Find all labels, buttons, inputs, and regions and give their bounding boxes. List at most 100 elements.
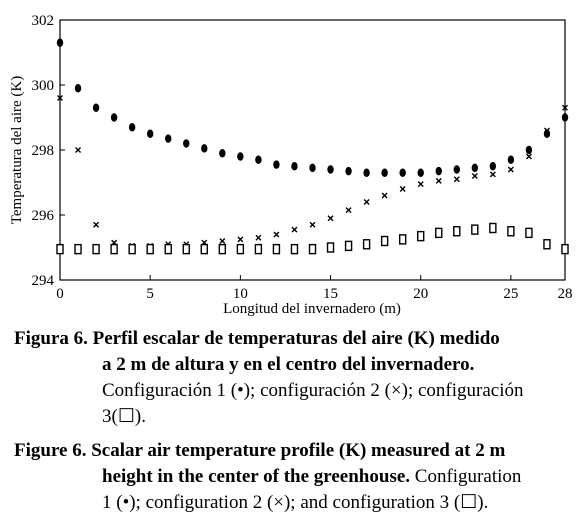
point-config1 (110, 113, 118, 122)
point-config2 (507, 166, 514, 173)
point-config3 (236, 243, 245, 255)
point-config3 (435, 227, 443, 239)
point-config1 (146, 129, 154, 138)
point-config2 (562, 104, 568, 111)
point-config2 (399, 186, 406, 192)
point-config1 (363, 168, 370, 177)
point-config3 (110, 243, 118, 255)
point-config1 (381, 168, 388, 177)
point-config2 (291, 226, 298, 233)
y-tick-label: 302 (32, 13, 55, 29)
point-config1 (255, 155, 262, 164)
point-config3 (507, 226, 515, 237)
y-tick-label: 296 (32, 208, 55, 224)
point-config1 (417, 168, 424, 177)
point-config3 (164, 243, 172, 255)
axis-ticks: 0 5 10 15 20 25 28 294 296 298 300 302 (32, 13, 573, 302)
point-config2 (363, 199, 370, 205)
point-config2 (219, 238, 226, 244)
point-config3 (290, 243, 299, 255)
x-tick-label: 0 (56, 286, 64, 302)
point-config3 (326, 242, 335, 253)
x-axis-label: Longitud del invernadero (m) (223, 301, 401, 317)
point-config3 (218, 243, 227, 255)
point-config2 (471, 173, 478, 179)
point-config3 (128, 243, 136, 255)
point-config1 (201, 144, 208, 153)
point-config3 (489, 222, 497, 234)
x-tick-label: 5 (146, 286, 154, 302)
x-tick-label: 15 (323, 286, 338, 302)
point-config1 (561, 113, 569, 122)
point-config3 (344, 240, 353, 252)
point-config2 (57, 95, 63, 101)
point-config2 (525, 153, 532, 160)
plot-frame (59, 19, 566, 281)
point-config2 (543, 127, 550, 134)
point-config1 (327, 165, 334, 174)
data-marks (56, 38, 569, 255)
point-config3 (272, 243, 281, 255)
caption-es-line4: 3(☐). (102, 406, 146, 427)
point-config2 (93, 221, 100, 228)
point-config1 (399, 168, 406, 177)
point-config2 (75, 147, 82, 153)
point-config3 (453, 226, 461, 237)
point-config1 (128, 123, 136, 132)
point-config3 (525, 227, 533, 239)
point-config2 (345, 207, 352, 214)
point-config2 (309, 221, 316, 228)
point-config3 (561, 243, 569, 255)
point-config3 (398, 234, 407, 245)
point-config1 (291, 162, 298, 171)
point-config2 (435, 177, 442, 184)
point-config1 (471, 163, 479, 173)
x-tick-label: 25 (503, 286, 518, 302)
x-tick-label: 10 (233, 286, 248, 302)
point-config2 (381, 192, 388, 199)
point-config3 (254, 243, 263, 255)
point-config3 (471, 224, 479, 235)
point-config3 (417, 230, 425, 242)
caption-en-line2: height in the center of the greenhouse. … (102, 466, 522, 487)
y-tick-label: 300 (32, 78, 55, 94)
caption-en-line3: 1 (•); configuration 2 (×); and configur… (102, 492, 489, 513)
point-config3 (308, 243, 317, 255)
point-config1 (453, 165, 460, 174)
point-config3 (74, 243, 82, 255)
y-tick-label: 298 (32, 143, 55, 159)
point-config2 (489, 171, 496, 178)
point-config2 (327, 215, 334, 222)
point-config1 (345, 166, 352, 176)
y-axis-label: Temperatura del aire (K) (9, 76, 25, 224)
caption-es-line1: Figura 6. Perfil escalar de temperaturas… (14, 328, 500, 349)
scatter-chart: 0 5 10 15 20 25 28 294 296 298 300 302 Longitud del… (9, 13, 573, 317)
point-config1 (525, 145, 533, 155)
y-tick-label: 294 (32, 273, 55, 289)
point-config2 (237, 236, 244, 243)
point-config3 (56, 243, 64, 255)
caption-en-line1: Figure 6. Scalar air temperature profile… (14, 440, 506, 461)
point-config1 (92, 103, 100, 112)
point-config1 (273, 160, 280, 169)
point-config2 (417, 181, 424, 188)
point-config3 (362, 239, 371, 250)
point-config1 (183, 139, 190, 148)
caption-es-line2: a 2 m de altura y en el centro del inver… (102, 354, 475, 375)
point-config1 (56, 38, 64, 47)
point-config3 (200, 243, 208, 255)
point-config3 (543, 239, 551, 250)
point-config1 (507, 155, 515, 164)
point-config1 (435, 166, 442, 176)
x-tick-label: 20 (413, 286, 428, 302)
point-config3 (182, 243, 190, 255)
point-config2 (453, 176, 460, 183)
point-config1 (219, 149, 226, 158)
point-config2 (273, 231, 280, 238)
x-tick-label: 28 (558, 286, 573, 302)
point-config3 (146, 243, 154, 255)
point-config2 (255, 234, 262, 241)
point-config1 (237, 152, 244, 161)
point-config3 (92, 243, 100, 255)
point-config3 (380, 235, 389, 247)
